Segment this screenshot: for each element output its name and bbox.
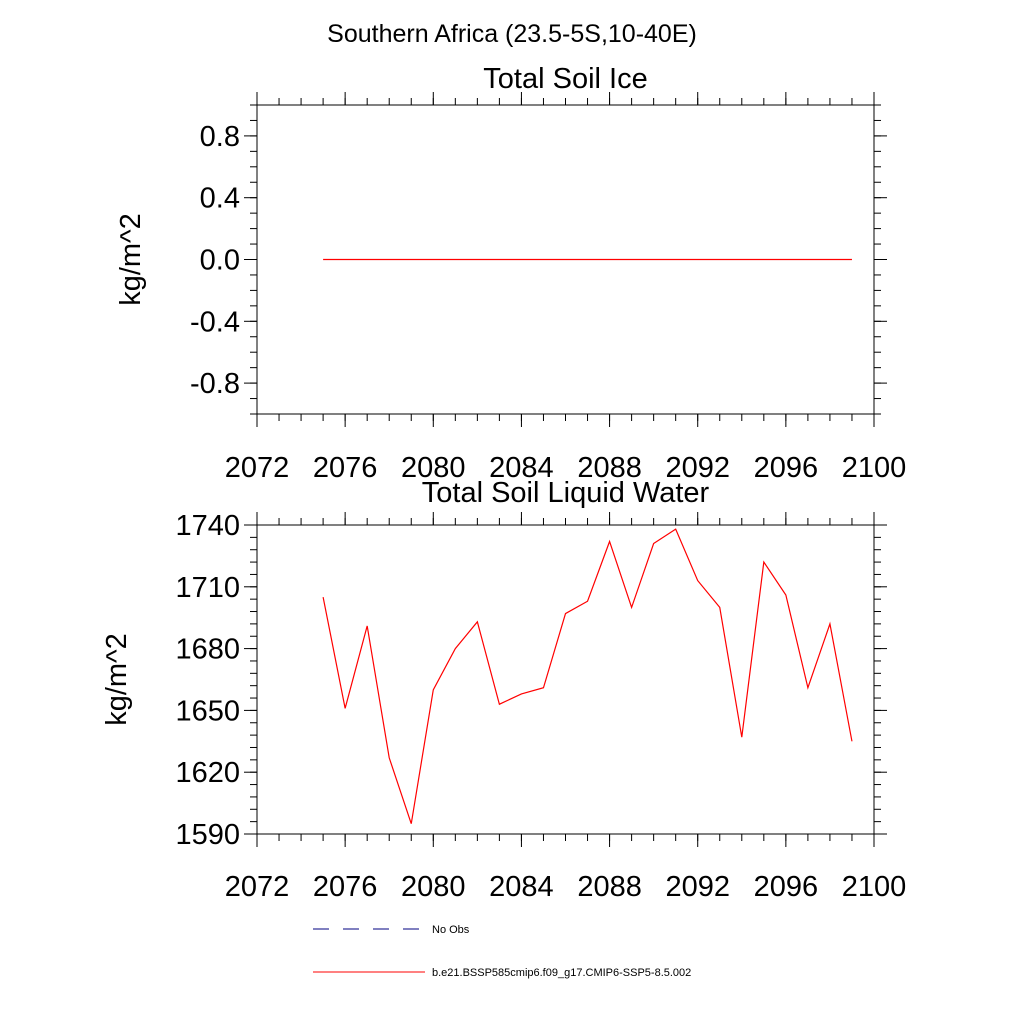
x-tick-label: 2100	[842, 452, 907, 484]
y-axis-label: kg/m^2	[101, 633, 133, 726]
chart-panel-2: Total Soil Liquid Water 2072 2076 2080 2084 2…	[101, 477, 906, 903]
chart-panels: Total Soil Ice 2072 2076 2080 2084 2088 2092 20…	[101, 63, 906, 903]
y-tick-label: 0.8	[200, 121, 240, 153]
x-tick-label: 2088	[577, 452, 642, 484]
y-tick-label: 1590	[175, 819, 240, 851]
x-tick-label: 2092	[665, 452, 730, 484]
x-tick-label: 2084	[489, 452, 554, 484]
legend: No Obs b.e21.BSSP585cmip6.f09_g17.CMIP6-S…	[313, 924, 691, 979]
y-axis-label: kg/m^2	[115, 213, 147, 306]
y-tick-label: -0.4	[190, 306, 240, 338]
x-tick-label: 2092	[665, 871, 730, 903]
x-tick-label: 2076	[313, 452, 378, 484]
series-line	[322, 528, 853, 824]
y-tick-label: 1620	[175, 757, 240, 789]
x-tick-label: 2096	[754, 871, 819, 903]
y-tick-label: 1740	[175, 510, 240, 542]
x-tick-label: 2080	[401, 452, 466, 484]
y-tick-label: 1710	[175, 572, 240, 604]
y-tick-label: 1650	[175, 695, 240, 727]
x-tick-label: 2100	[842, 871, 907, 903]
x-tick-label: 2072	[225, 871, 290, 903]
legend-label: b.e21.BSSP585cmip6.f09_g17.CMIP6-SSP5-8.…	[432, 967, 691, 979]
legend-label: No Obs	[432, 924, 470, 936]
x-tick-label: 2080	[401, 871, 466, 903]
chart-title: Total Soil Ice	[483, 63, 647, 95]
y-tick-label: -0.8	[190, 368, 240, 400]
x-tick-label: 2096	[754, 452, 819, 484]
x-tick-label: 2084	[489, 871, 554, 903]
plot-frame	[256, 524, 875, 835]
y-tick-label: 0.0	[200, 245, 240, 277]
y-tick-label: 1680	[175, 634, 240, 666]
y-tick-label: 0.4	[200, 183, 240, 215]
x-tick-label: 2076	[313, 871, 378, 903]
x-tick-label: 2088	[577, 871, 642, 903]
chart-title: Total Soil Liquid Water	[422, 477, 710, 509]
page-title: Southern Africa (23.5-5S,10-40E)	[327, 20, 697, 48]
chart-panel-1: Total Soil Ice 2072 2076 2080 2084 2088 2092 20…	[115, 63, 906, 484]
x-tick-label: 2072	[225, 452, 290, 484]
